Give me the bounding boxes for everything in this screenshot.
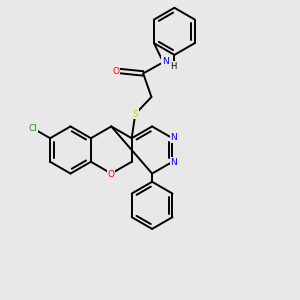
Text: N: N: [171, 133, 177, 142]
Text: O: O: [108, 169, 115, 178]
Text: S: S: [132, 110, 138, 118]
Text: Cl: Cl: [28, 124, 38, 133]
Text: O: O: [113, 67, 120, 76]
Text: N: N: [162, 57, 169, 66]
Text: H: H: [170, 62, 176, 71]
Text: N: N: [171, 158, 177, 167]
